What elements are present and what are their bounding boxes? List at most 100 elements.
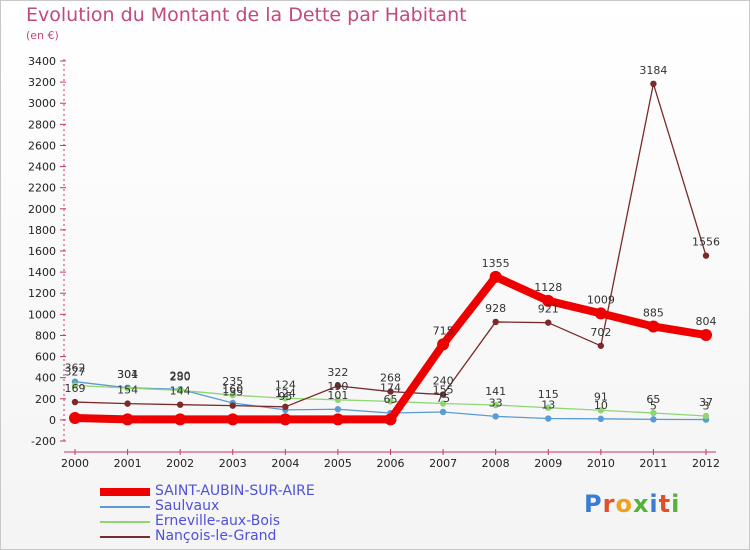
y-tick-label-2: 200 <box>35 393 56 406</box>
series-2-point-7 <box>439 400 447 407</box>
series-0-label-11: 885 <box>643 306 664 319</box>
x-tick-label-4: 2004 <box>271 457 299 470</box>
series-3-label-2: 144 <box>170 385 191 398</box>
series-1-label-9: 13 <box>541 399 555 412</box>
series-1-point-10 <box>597 415 605 423</box>
logo-letter-5: t <box>658 490 672 518</box>
series-2-label-11: 65 <box>646 393 660 406</box>
legend-swatch-3 <box>100 535 150 538</box>
x-tick-label-9: 2009 <box>534 457 562 470</box>
x-tick-label-0: 2000 <box>61 457 89 470</box>
series-0-point-6 <box>384 413 397 426</box>
x-tick-label-12: 2012 <box>692 457 720 470</box>
logo-letter-0: P <box>584 490 603 518</box>
series-3-label-5: 322 <box>327 366 348 379</box>
series-2-point-9 <box>545 404 552 411</box>
series-1-label-1: 304 <box>117 368 138 381</box>
series-1-point-11 <box>650 416 657 423</box>
series-3-label-12: 1556 <box>692 236 720 249</box>
series-3-label-3: 135 <box>222 386 243 399</box>
series-1-label-7: 75 <box>436 392 450 405</box>
y-tick-label-16: 3000 <box>28 97 56 110</box>
series-2-label-5: 190 <box>327 380 348 393</box>
chart-title: Evolution du Montant de la Dette par Hab… <box>26 4 467 26</box>
series-0-label-12: 804 <box>696 315 717 328</box>
series-3-label-11: 3184 <box>639 64 667 77</box>
x-tick-label-2: 2002 <box>166 457 194 470</box>
series-2-label-0: 327 <box>65 365 86 378</box>
x-tick-label-7: 2007 <box>429 457 457 470</box>
legend-swatch-0 <box>100 487 150 496</box>
series-3-label-10: 702 <box>590 326 611 339</box>
series-0-point-4 <box>279 413 292 426</box>
logo-letter-4: i <box>649 490 659 518</box>
series-2-label-8: 141 <box>485 385 506 398</box>
x-tick-label-1: 2001 <box>114 457 142 470</box>
x-tick-label-5: 2005 <box>324 457 352 470</box>
series-0-point-11 <box>647 320 660 333</box>
series-0-point-1 <box>121 413 134 426</box>
legend-swatch-1 <box>100 505 150 508</box>
logo-letter-6: i <box>671 490 681 518</box>
legend-swatch-2 <box>100 520 150 523</box>
x-tick-label-3: 2003 <box>219 457 247 470</box>
series-1-label-8: 33 <box>489 396 503 409</box>
y-tick-label-6: 1000 <box>28 308 56 321</box>
series-1-label-5: 101 <box>327 389 348 402</box>
series-3-point-6 <box>387 388 394 395</box>
series-2-point-4 <box>282 395 289 402</box>
series-2-point-6 <box>387 398 394 405</box>
series-3-label-9: 921 <box>538 303 559 316</box>
series-0-label-10: 1009 <box>587 293 615 306</box>
series-1-label-11: 5 <box>650 399 657 412</box>
series-3-point-11 <box>650 80 657 88</box>
y-tick-label-0: -200 <box>31 435 56 448</box>
logo-letter-2: o <box>615 490 633 518</box>
y-tick-label-18: 3400 <box>28 55 56 68</box>
axes: -200 0 200 400 600 800 1000 1200 1400 1600 1800 200… <box>28 55 720 470</box>
chart-subtitle: (en €) <box>26 29 59 42</box>
series-2-point-12 <box>702 412 710 420</box>
series-3-point-0 <box>71 398 79 406</box>
series-2-label-9: 115 <box>538 388 559 401</box>
y-tick-label-14: 2600 <box>28 139 56 152</box>
series-0-point-2 <box>174 413 187 426</box>
series-3-label-7: 240 <box>433 375 454 388</box>
x-tick-label-10: 2010 <box>587 457 615 470</box>
series-layer <box>69 80 712 426</box>
series-0-label-9: 1128 <box>534 281 562 294</box>
series-1-point-9 <box>545 415 552 422</box>
series-1-label-6: 65 <box>384 393 398 406</box>
series-1-point-5 <box>334 406 342 413</box>
series-1-point-7 <box>439 408 447 416</box>
series-3-point-1 <box>124 400 131 407</box>
series-2-label-4: 124 <box>275 378 296 391</box>
series-1-point-8 <box>492 413 499 420</box>
series-2-label-1: 301 <box>117 368 138 381</box>
logo-letter-3: x <box>632 490 650 518</box>
series-0-label-8: 1355 <box>482 257 510 270</box>
series-2-label-10: 91 <box>594 390 608 403</box>
series-2-point-11 <box>650 409 657 417</box>
series-3-point-12 <box>702 252 710 259</box>
legend-label-1: Saulvaux <box>155 498 220 514</box>
series-1-label-12: 3 <box>703 400 710 413</box>
series-0-label-7: 715 <box>433 324 454 337</box>
series-1-label-2: 290 <box>170 369 191 382</box>
series-0-point-10 <box>594 307 607 320</box>
series-3-point-2 <box>176 401 184 408</box>
y-tick-label-11: 2000 <box>28 203 56 216</box>
series-2-label-3: 235 <box>222 375 243 388</box>
series-1-label-0: 362 <box>65 362 86 375</box>
series-0-point-7 <box>437 338 450 351</box>
y-tick-label-13: 2400 <box>28 161 56 174</box>
x-tick-label-11: 2011 <box>639 457 667 470</box>
series-3-point-8 <box>492 318 499 326</box>
y-tick-label-1: 0 <box>49 414 56 427</box>
proxiti-logo: Proxiti <box>584 490 680 518</box>
series-3-label-6: 268 <box>380 372 401 385</box>
x-tick-label-6: 2006 <box>377 457 405 470</box>
